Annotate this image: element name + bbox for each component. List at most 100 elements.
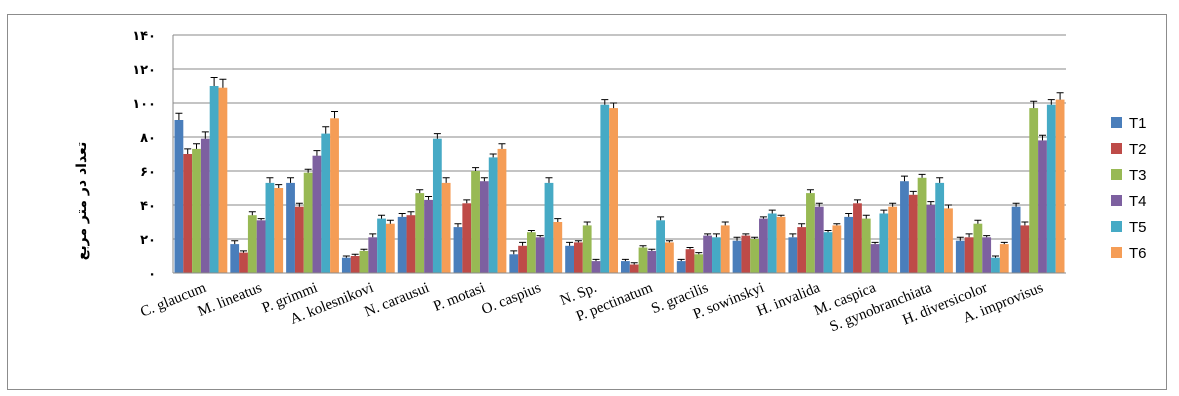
error-bar (433, 133, 441, 139)
error-bar (927, 201, 935, 205)
bar-t2 (908, 194, 918, 273)
error-bar (991, 255, 999, 258)
error-bar (386, 219, 394, 224)
bar-t1 (955, 240, 965, 273)
error-bar (295, 202, 303, 207)
bar-chart: تعداد در متر مربع ٠ ٢٠ ۴٠ ۶٠ ٨٠ ١٠٠ ١٢٠ ١۴٠ C. … (74, 29, 1147, 336)
bar-t6 (832, 225, 842, 273)
legend-label: T2 (1129, 141, 1147, 158)
error-bars (175, 77, 1064, 265)
legend-label: T4 (1129, 193, 1147, 210)
bar-t2 (462, 203, 472, 273)
bar-t6 (441, 182, 451, 273)
bar-t5 (488, 157, 498, 273)
x-tick-label: C. glaucum (138, 280, 208, 321)
error-bar (248, 211, 256, 216)
error-bar (210, 77, 218, 86)
x-tick-label: P. motasi (431, 280, 487, 315)
error-bar (777, 214, 785, 217)
bar-t1 (286, 182, 295, 273)
error-bar (545, 177, 553, 183)
bar-t6 (330, 118, 339, 273)
error-bar (621, 258, 629, 262)
y-tick-label: ١۴٠ (132, 29, 156, 44)
legend-swatch (1111, 117, 1122, 128)
error-bar (231, 240, 239, 245)
error-bar (536, 235, 544, 238)
error-bar (566, 241, 574, 246)
error-bar (554, 218, 562, 222)
bar-t5 (321, 133, 331, 273)
error-bar (416, 189, 424, 194)
bar-t4 (647, 250, 657, 273)
bar-t5 (432, 138, 442, 273)
error-bar (442, 177, 450, 183)
error-bar (498, 143, 506, 149)
bar-t6 (609, 108, 618, 273)
error-bar (583, 221, 591, 226)
error-bar (510, 250, 518, 255)
error-bar (378, 214, 386, 219)
error-bar (845, 213, 853, 217)
error-bar (201, 131, 209, 139)
error-bar (712, 233, 720, 238)
bar-t3 (917, 177, 927, 273)
error-bar (342, 255, 350, 258)
y-tick-labels: ٠ ٢٠ ۴٠ ۶٠ ٨٠ ١٠٠ ١٢٠ ١۴٠ (132, 29, 156, 282)
x-tick-label: N. carausui (362, 280, 431, 320)
error-bar (657, 216, 665, 221)
error-bar (425, 196, 433, 200)
error-bar (351, 253, 359, 256)
bar-t5 (656, 220, 666, 273)
bar-t4 (479, 181, 489, 273)
error-bar (480, 177, 488, 182)
bar-t2 (239, 252, 248, 273)
bar-t6 (553, 222, 563, 273)
bar-t4 (591, 261, 601, 273)
bar-t2 (183, 154, 193, 273)
error-bar (815, 202, 823, 207)
error-bar (956, 236, 964, 241)
bar-t4 (535, 237, 545, 273)
bar-t6 (665, 242, 674, 273)
bar-t6 (888, 206, 898, 273)
error-bar (677, 258, 685, 262)
bar-t1 (174, 120, 184, 273)
error-bar (1047, 99, 1055, 105)
error-bar (759, 216, 767, 219)
legend-swatch (1111, 247, 1122, 258)
x-tick-label: M. lineatus (196, 280, 265, 320)
error-bar (909, 190, 917, 195)
bar-t6 (1055, 99, 1065, 273)
legend-swatch (1111, 169, 1122, 180)
bar-t3 (638, 247, 648, 273)
bar-t2 (797, 227, 807, 273)
bar-t2 (294, 206, 304, 273)
error-bar (704, 233, 712, 236)
y-tick-label: ١٢٠ (132, 63, 156, 78)
bar-t5 (377, 218, 386, 273)
error-bar (275, 184, 283, 188)
bar-t5 (991, 257, 1000, 273)
y-axis-label: تعداد در متر مربع (74, 142, 90, 260)
error-bar (751, 236, 759, 239)
error-bar (871, 241, 879, 245)
error-bar (880, 209, 888, 214)
bar-t5 (767, 213, 777, 273)
bar-t1 (788, 237, 798, 273)
bar-t5 (600, 104, 610, 273)
error-bar (665, 240, 673, 243)
bar-t1 (621, 261, 630, 273)
bar-t4 (200, 138, 210, 273)
bar-t3 (582, 225, 592, 273)
error-bar (648, 248, 656, 251)
error-bar (983, 235, 991, 238)
error-bar (472, 167, 480, 171)
error-bar (240, 250, 248, 253)
axes (172, 35, 1066, 274)
bar-t3 (415, 193, 425, 273)
bar-t3 (806, 193, 815, 273)
bars (174, 86, 1065, 273)
error-bar (527, 230, 535, 233)
